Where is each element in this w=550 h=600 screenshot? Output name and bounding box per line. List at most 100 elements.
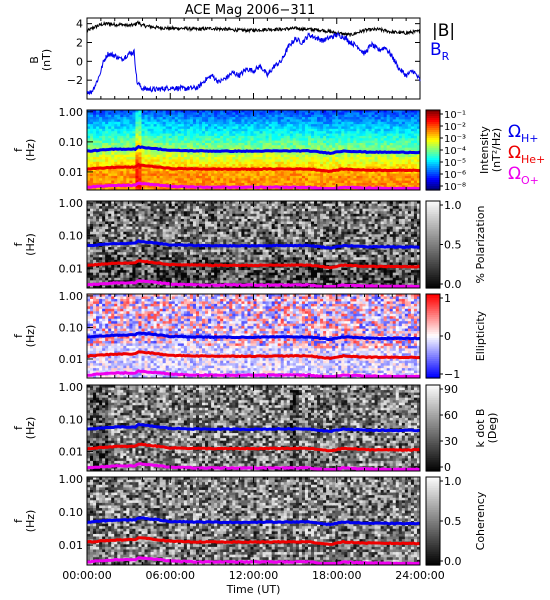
power-cell	[189, 157, 194, 160]
power-cell	[150, 171, 155, 175]
power-cell	[108, 175, 112, 179]
power-cell	[114, 157, 118, 160]
power-cell	[93, 131, 97, 135]
power-cell	[195, 135, 200, 139]
power-cell	[153, 161, 158, 165]
power-cell	[186, 142, 191, 146]
power-cell	[105, 187, 109, 191]
power-cell	[132, 117, 136, 120]
power-cell	[132, 154, 136, 158]
power-cell	[120, 128, 124, 132]
power-cell	[162, 187, 167, 191]
power-cell	[180, 126, 185, 130]
power-cell	[114, 164, 118, 167]
power-cell	[174, 173, 179, 177]
power-cell	[126, 185, 130, 189]
power-cell	[129, 126, 133, 130]
power-cell	[144, 152, 149, 156]
power-cell	[96, 152, 100, 156]
power-cell	[183, 117, 188, 120]
power-cell	[153, 128, 158, 132]
power-cell	[126, 180, 130, 184]
power-cell	[162, 145, 167, 149]
power-cell	[171, 173, 176, 177]
power-cell	[192, 142, 197, 146]
power-cell	[147, 135, 152, 139]
power-cell	[147, 152, 152, 156]
power-cell	[93, 135, 97, 139]
power-cell	[168, 140, 173, 144]
power-cell	[87, 154, 91, 158]
power-cell	[189, 142, 194, 146]
power-cell	[180, 175, 185, 179]
power-cell	[87, 173, 91, 177]
power-cell	[138, 152, 142, 156]
power-cell	[159, 117, 164, 120]
power-cell	[189, 154, 194, 158]
power-cell	[96, 175, 100, 179]
power-cell	[93, 126, 97, 130]
power-cell	[168, 121, 173, 125]
power-cell	[105, 126, 109, 130]
power-cell	[129, 168, 133, 172]
power-cell	[165, 135, 170, 139]
power-cell	[120, 133, 124, 137]
power-cell	[90, 152, 94, 156]
power-cell	[153, 185, 158, 189]
power-cell	[192, 138, 197, 142]
power-cell	[162, 142, 167, 146]
power-colorbar-label-line2: (nT²/Hz)	[490, 128, 503, 172]
power-cell	[129, 180, 133, 184]
power-cell	[126, 178, 130, 182]
power-cell	[138, 175, 142, 179]
power-cell	[114, 128, 118, 132]
power-cell	[111, 135, 115, 139]
power-cell	[108, 145, 112, 149]
power-cell	[147, 178, 152, 182]
power-cell	[108, 126, 112, 130]
power-cell	[189, 164, 194, 167]
power-cell	[105, 171, 109, 175]
power-cell	[138, 117, 142, 120]
power-cell	[129, 150, 133, 153]
power-cell	[141, 147, 146, 151]
power-cell	[90, 175, 94, 179]
power-cell	[159, 131, 164, 135]
power-cell	[129, 161, 133, 165]
power-cell	[165, 133, 170, 137]
power-cell	[90, 173, 94, 177]
power-cell	[150, 159, 155, 163]
power-cell	[114, 119, 118, 123]
power-cell	[102, 117, 106, 120]
power-cell	[156, 117, 161, 120]
power-cell	[177, 173, 182, 177]
power-cell	[114, 131, 118, 135]
power-cell	[105, 117, 109, 120]
power-cell	[165, 152, 170, 156]
power-cell	[141, 166, 146, 170]
power-cell	[102, 159, 106, 163]
power-cell	[141, 173, 146, 177]
power-cell	[144, 128, 149, 132]
power-cell	[141, 180, 146, 184]
power-cell	[153, 126, 158, 130]
power-cell	[202, 145, 206, 149]
power-cell	[132, 119, 136, 123]
power-cell	[135, 180, 139, 184]
power-cell	[111, 175, 115, 179]
power-cell	[108, 178, 112, 182]
power-cell	[189, 112, 194, 116]
power-cell	[114, 159, 118, 163]
power-cell	[202, 157, 206, 160]
power-cell	[129, 187, 133, 191]
power-cell	[144, 133, 149, 137]
power-cell	[174, 182, 179, 186]
power-cell	[93, 161, 97, 165]
power-cell	[189, 161, 194, 165]
power-cell	[90, 161, 94, 165]
power-cell	[153, 173, 158, 177]
power-cell	[180, 161, 185, 165]
power-cell	[168, 114, 173, 118]
power-cell	[162, 154, 167, 158]
power-cell	[183, 140, 188, 144]
